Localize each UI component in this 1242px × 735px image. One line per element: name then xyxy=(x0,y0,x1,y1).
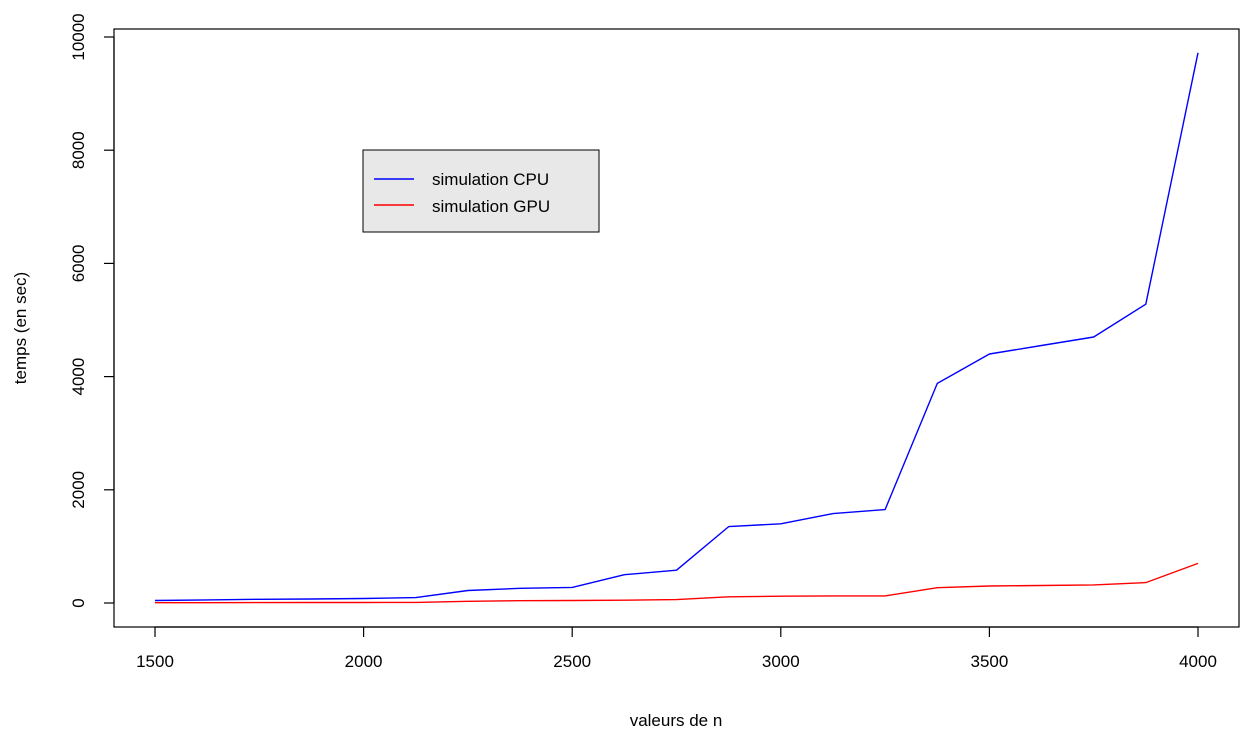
x-axis-title: valeurs de n xyxy=(630,711,723,730)
x-axis: 1500 2000 2500 3000 3500 4000 xyxy=(136,626,1217,671)
legend-label-cpu: simulation CPU xyxy=(432,170,549,189)
series-layer xyxy=(154,52,1199,604)
x-tick-label: 3500 xyxy=(970,652,1008,671)
legend-label-gpu: simulation GPU xyxy=(432,197,550,216)
y-tick-label: 10000 xyxy=(69,13,88,60)
y-tick-label: 4000 xyxy=(69,358,88,396)
plot-frame xyxy=(113,28,1240,628)
y-axis-title: temps (en sec) xyxy=(11,272,30,384)
legend-box xyxy=(362,149,600,233)
y-tick-label: 6000 xyxy=(69,244,88,282)
x-tick-label: 2000 xyxy=(345,652,383,671)
series-line-cpu xyxy=(154,52,1199,602)
x-tick-label: 1500 xyxy=(136,652,174,671)
x-tick-label: 2500 xyxy=(553,652,591,671)
legend: simulation CPU simulation GPU xyxy=(362,149,600,233)
x-tick-label: 4000 xyxy=(1179,652,1217,671)
y-tick-label: 8000 xyxy=(69,131,88,169)
series-line-gpu xyxy=(155,562,1199,604)
x-tick-label: 3000 xyxy=(762,652,800,671)
y-tick-label: 2000 xyxy=(69,471,88,509)
y-axis: 0 2000 4000 6000 8000 10000 xyxy=(69,13,115,608)
y-tick-label: 0 xyxy=(69,598,88,607)
